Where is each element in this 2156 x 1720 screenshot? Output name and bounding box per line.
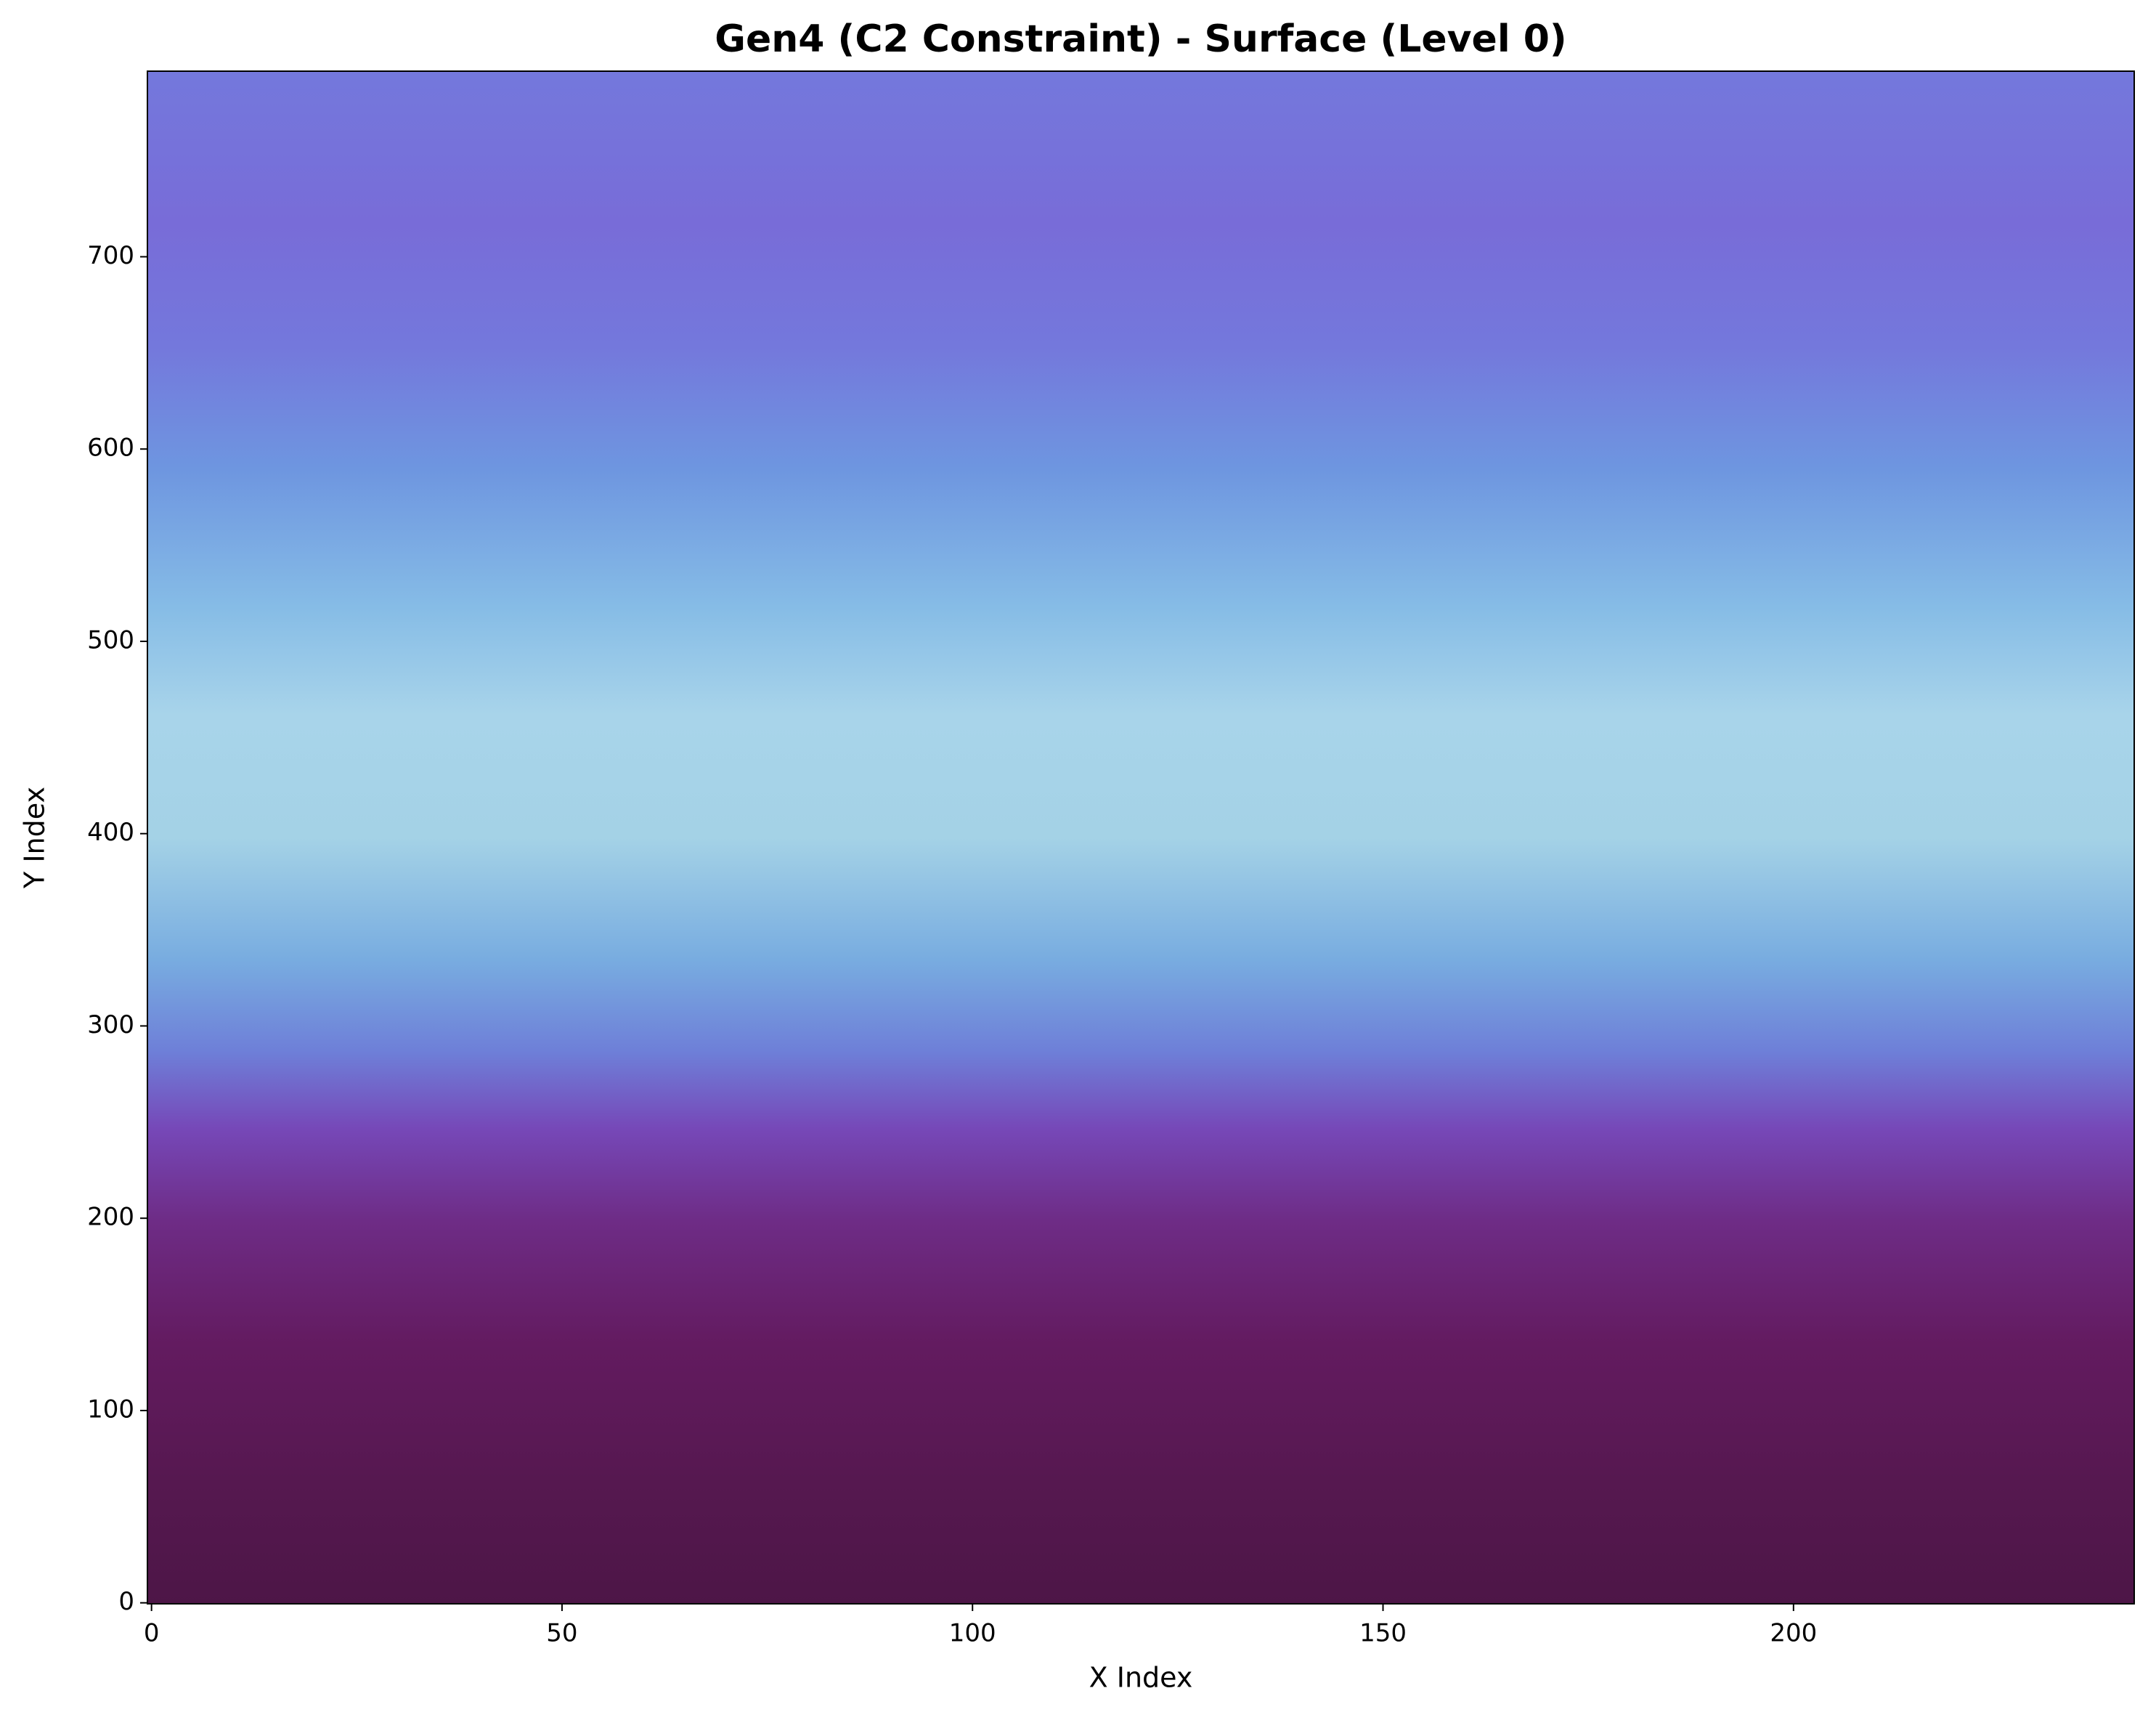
x-tick-label: 0 bbox=[144, 1619, 160, 1648]
y-tick-label: 400 bbox=[87, 818, 134, 847]
y-tick-label: 700 bbox=[87, 241, 134, 270]
x-axis-label: X Index bbox=[1089, 1662, 1193, 1694]
axes-frame bbox=[147, 70, 2135, 1605]
x-tick-label: 50 bbox=[546, 1619, 577, 1648]
x-tick-label: 100 bbox=[949, 1619, 996, 1648]
y-tick-label: 600 bbox=[87, 434, 134, 463]
heatmap-image bbox=[147, 71, 2134, 1604]
y-tick-label: 300 bbox=[87, 1010, 134, 1039]
y-tick-label: 500 bbox=[87, 625, 134, 654]
x-tick-label: 150 bbox=[1359, 1619, 1407, 1648]
y-axis-label: Y Index bbox=[19, 787, 51, 889]
x-tick-label: 200 bbox=[1770, 1619, 1817, 1648]
y-tick-label: 200 bbox=[87, 1203, 134, 1232]
y-tick-label: 0 bbox=[118, 1587, 134, 1616]
y-tick-label: 100 bbox=[87, 1395, 134, 1424]
chart-title: Gen4 (C2 Constraint) - Surface (Level 0) bbox=[715, 17, 1566, 61]
